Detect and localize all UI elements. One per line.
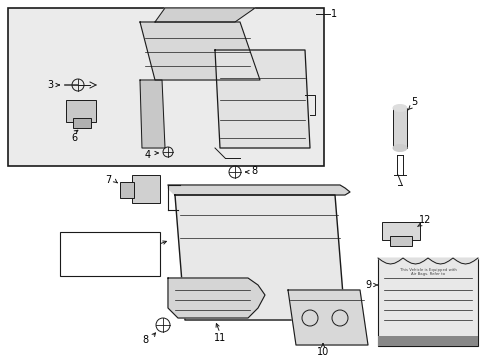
Ellipse shape [392,104,406,112]
Bar [389,236,411,246]
Polygon shape [215,50,309,148]
Text: 8: 8 [250,166,257,176]
Polygon shape [168,278,264,318]
Text: 7: 7 [104,175,111,185]
Bar [381,222,419,240]
Text: 10: 10 [316,347,328,357]
Polygon shape [168,185,349,195]
Text: 6: 6 [71,133,77,143]
Text: 3: 3 [47,80,53,90]
Polygon shape [287,290,367,345]
Ellipse shape [392,144,406,152]
Text: 5: 5 [410,97,416,107]
Text: 9: 9 [365,280,371,290]
Polygon shape [140,80,164,148]
Bar [132,175,160,203]
Text: 4: 4 [97,249,103,259]
Text: 12: 12 [418,215,430,225]
Bar [377,258,477,346]
Text: 2: 2 [72,249,78,259]
Polygon shape [140,22,260,80]
Text: 11: 11 [213,333,225,343]
Text: 1: 1 [330,9,336,19]
Bar [66,100,96,122]
Bar [73,118,91,128]
Polygon shape [155,8,254,22]
Text: 8: 8 [142,335,148,345]
Text: 4: 4 [144,150,151,160]
Bar [377,336,477,346]
Bar [8,8,324,166]
Bar [120,182,134,198]
Text: This Vehicle is Equipped with
Air Bags. Refer to: This Vehicle is Equipped with Air Bags. … [399,268,455,276]
Bar [60,232,160,276]
Bar [392,108,406,148]
Polygon shape [175,195,345,320]
